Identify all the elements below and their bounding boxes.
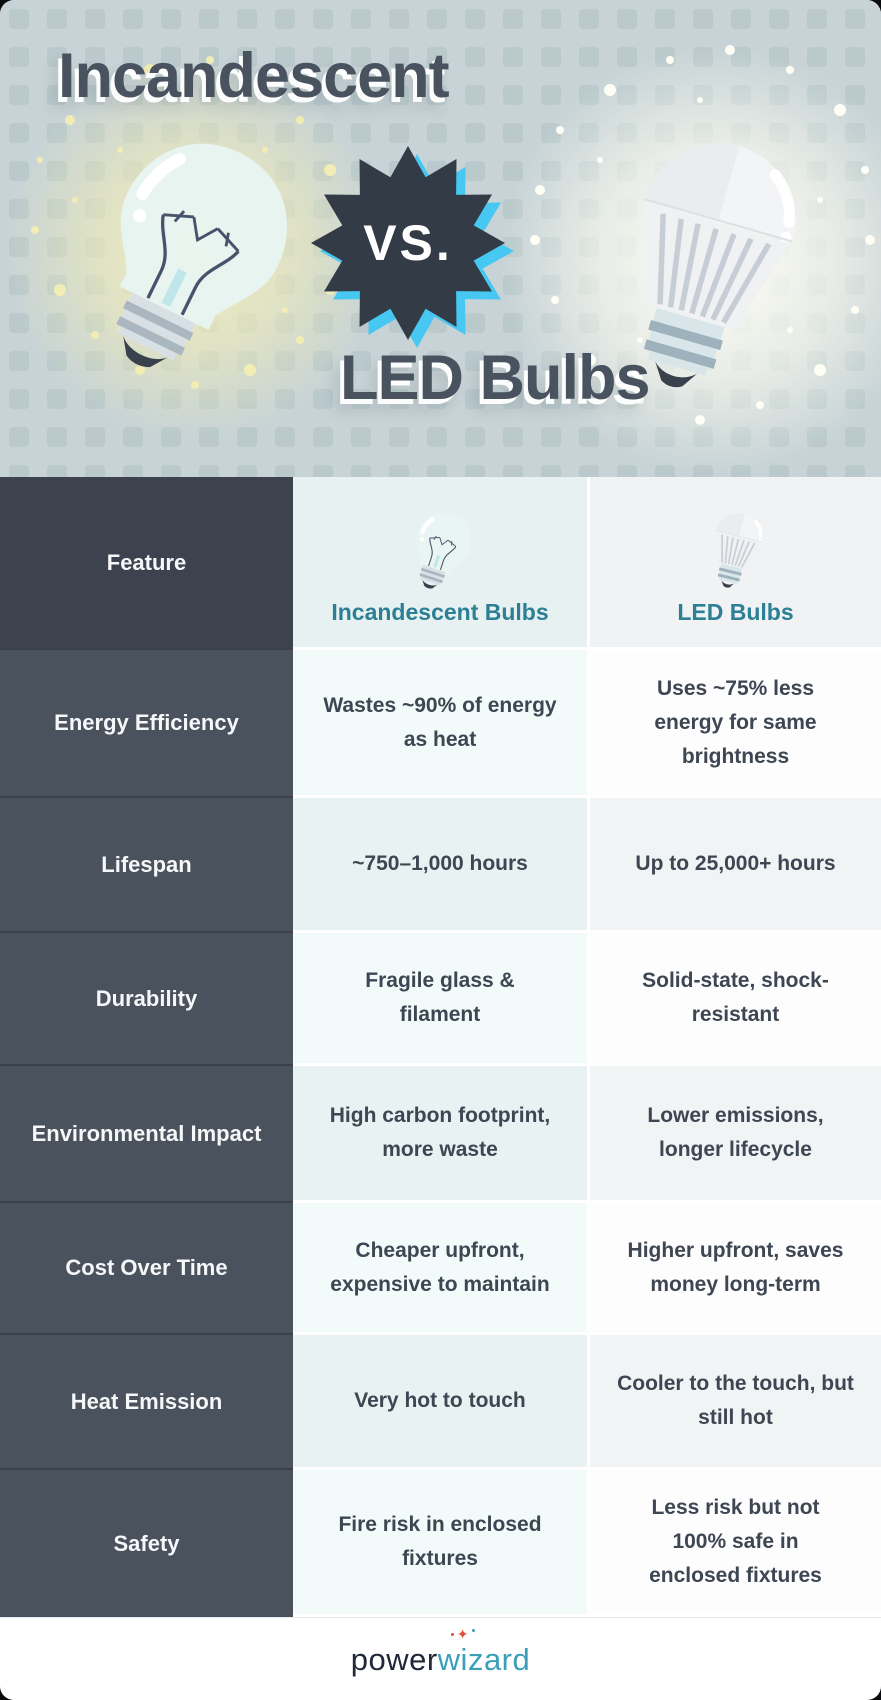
cell-lifespan-incandescent: ~750–1,000 hours	[293, 798, 587, 933]
vs-starburst: VS.	[311, 146, 514, 348]
logo-text-power: power	[350, 1642, 438, 1677]
cell-environment-led: Lower emissions, longer lifecycle	[587, 1066, 881, 1203]
row-label-durability: Durability	[0, 933, 293, 1066]
title-incandescent: Incandescent	[58, 41, 450, 111]
row-label-energy-efficiency: Energy Efficiency	[0, 650, 293, 798]
cell-energy-incandescent: Wastes ~90% of energy as heat	[293, 650, 587, 798]
table-corner-header: Feature	[0, 477, 293, 650]
cell-energy-led: Uses ~75% less energy for same brightnes…	[587, 650, 881, 798]
comparison-table: Feature Incandescent Bulbs LED Bulbs Ene…	[0, 477, 881, 1617]
column-header-label: Incandescent Bulbs	[331, 598, 549, 625]
cell-durability-incandescent: Fragile glass & filament	[293, 933, 587, 1066]
row-label-heat-emission: Heat Emission	[0, 1335, 293, 1470]
cell-durability-led: Solid-state, shock-resistant	[587, 933, 881, 1066]
cell-cost-led: Higher upfront, saves money long-term	[587, 1203, 881, 1335]
cell-environment-incandescent: High carbon footprint, more waste	[293, 1066, 587, 1203]
logo-text-wizard: wizard	[437, 1642, 531, 1677]
column-header-label: LED Bulbs	[677, 598, 794, 625]
column-header-incandescent: Incandescent Bulbs	[293, 477, 587, 650]
footer: powerwizard ✦	[0, 1617, 881, 1700]
cell-heat-incandescent: Very hot to touch	[293, 1335, 587, 1470]
row-label-lifespan: Lifespan	[0, 798, 293, 933]
hero-section: VS. Incandescent LED Bulbs	[0, 0, 881, 477]
cell-cost-incandescent: Cheaper upfront, expensive to maintain	[293, 1203, 587, 1335]
vs-label: VS.	[363, 215, 453, 271]
row-label-environmental-impact: Environmental Impact	[0, 1066, 293, 1203]
led-bulb-icon	[704, 508, 767, 593]
cell-lifespan-led: Up to 25,000+ hours	[587, 798, 881, 933]
column-header-led: LED Bulbs	[587, 477, 881, 650]
corner-header-label: Feature	[106, 549, 187, 575]
incandescent-bulb-icon	[405, 509, 475, 593]
hero-artwork: VS.	[0, 0, 881, 477]
row-label-cost-over-time: Cost Over Time	[0, 1203, 293, 1335]
cell-heat-led: Cooler to the touch, but still hot	[587, 1335, 881, 1470]
row-label-safety: Safety	[0, 1470, 293, 1617]
cell-safety-incandescent: Fire risk in enclosed fixtures	[293, 1470, 587, 1617]
cell-safety-led: Less risk but not 100% safe in enclosed …	[587, 1470, 881, 1617]
title-led-bulbs: LED Bulbs	[340, 343, 651, 413]
sparkle-icon: ✦	[450, 1626, 476, 1642]
powerwizard-logo: powerwizard ✦	[350, 1627, 531, 1677]
